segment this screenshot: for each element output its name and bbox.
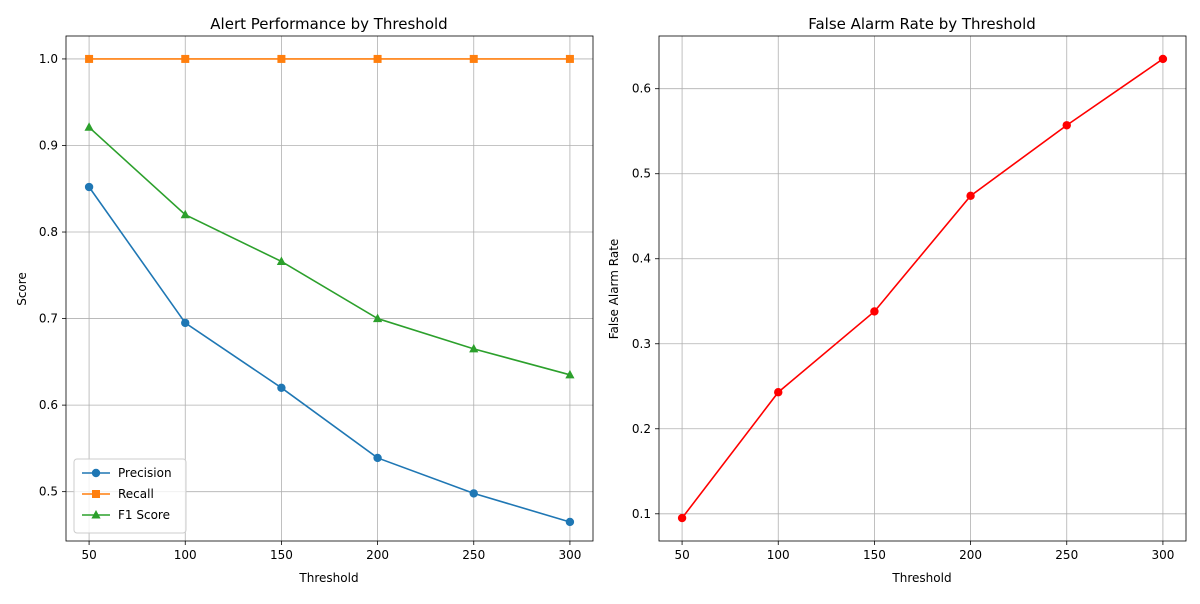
left-chart-recall-point xyxy=(181,54,190,63)
left-chart-legend-f1-score-label: F1 Score xyxy=(118,508,170,522)
left-chart: Alert Performance by Threshold 50 100 150 2… xyxy=(15,15,594,585)
left-chart-xtick-label: 50 xyxy=(81,548,96,562)
right-chart-title: False Alarm Rate by Threshold xyxy=(808,15,1036,33)
right-chart-series-point xyxy=(677,513,687,523)
left-chart-f1-score-point xyxy=(469,343,479,353)
left-chart-legend-f1-score-marker xyxy=(91,510,101,519)
left-chart-ytick-label: 1.0 xyxy=(39,52,58,66)
left-chart-legend-precision-marker xyxy=(91,468,101,478)
left-chart-legend-recall-label: Recall xyxy=(118,487,154,501)
left-chart-xtick-label: 100 xyxy=(174,548,197,562)
left-chart-ytick-label: 0.6 xyxy=(39,398,58,412)
right-chart-xlabel: Threshold xyxy=(891,571,951,585)
left-chart-xtick-label: 250 xyxy=(462,548,485,562)
left-chart-xtick-label: 300 xyxy=(558,548,581,562)
left-chart-precision-point xyxy=(565,517,575,527)
left-chart-f1-score-point xyxy=(180,209,190,219)
left-chart-legend-recall-marker xyxy=(92,490,100,498)
left-chart-frame xyxy=(65,35,594,542)
right-chart-ytick-label: 0.6 xyxy=(632,82,651,96)
left-chart-precision-point xyxy=(373,453,382,463)
right-chart-xtick-label: 50 xyxy=(674,548,689,562)
left-chart-legend: Precision Recall F1 Score xyxy=(73,458,187,534)
left-chart-f1-score-point xyxy=(84,122,94,131)
right-chart-ytick-label: 0.1 xyxy=(632,507,651,521)
right-chart-series-line xyxy=(681,58,1164,519)
right-chart-frame xyxy=(658,35,1187,542)
right-chart-ytick-label: 0.3 xyxy=(632,337,651,351)
left-chart-xlabel: Threshold xyxy=(298,571,358,585)
left-chart-recall-point xyxy=(565,54,574,63)
left-chart-recall-point xyxy=(277,54,286,63)
right-chart-ticks: 50 100 150 200 250 300 0.1 0.2 0.3 0.4 0.5 0.6 xyxy=(632,82,1174,562)
left-chart-precision-point xyxy=(469,489,478,498)
left-chart-series xyxy=(84,54,575,527)
left-chart-recall-point xyxy=(469,54,478,63)
left-chart-ytick-label: 0.9 xyxy=(39,138,58,152)
left-chart-f1-score-point xyxy=(372,313,383,323)
right-chart-grid xyxy=(659,36,1186,541)
left-chart-precision-point xyxy=(84,182,94,192)
left-chart-f1-score-point xyxy=(565,369,575,379)
right-chart-series-point xyxy=(1158,54,1168,64)
left-chart-f1-score-line xyxy=(88,126,571,376)
right-chart: False Alarm Rate by Threshold 50 100 150 20… xyxy=(607,15,1187,585)
left-chart-legend-precision-label: Precision xyxy=(118,466,172,480)
left-chart-recall-point xyxy=(373,54,382,63)
right-chart-ytick-label: 0.2 xyxy=(632,422,651,436)
right-chart-ylabel: False Alarm Rate xyxy=(607,239,621,340)
left-chart-xtick-label: 150 xyxy=(270,548,293,562)
left-chart-recall-point xyxy=(85,54,94,63)
left-chart-ticks: 50 100 150 200 250 300 0.5 0.6 0.7 0.8 0.9 1.0 xyxy=(39,52,581,562)
right-chart-series-point xyxy=(870,307,879,316)
left-chart-xtick-label: 200 xyxy=(366,548,389,562)
right-chart-series xyxy=(677,54,1168,523)
right-chart-xtick-label: 250 xyxy=(1055,548,1078,562)
left-chart-precision-point xyxy=(181,318,190,328)
left-chart-ytick-label: 0.5 xyxy=(39,485,58,499)
right-chart-xtick-label: 300 xyxy=(1151,548,1174,562)
left-chart-title: Alert Performance by Threshold xyxy=(210,15,447,33)
right-chart-series-point xyxy=(966,191,975,201)
right-chart-xtick-label: 100 xyxy=(767,548,790,562)
left-chart-precision-point xyxy=(277,383,286,393)
left-chart-ylabel: Score xyxy=(15,272,29,306)
left-chart-ytick-label: 0.8 xyxy=(39,225,58,239)
left-chart-precision-line xyxy=(88,186,571,523)
right-chart-xtick-label: 200 xyxy=(959,548,982,562)
right-chart-series-point xyxy=(774,388,783,397)
left-chart-ytick-label: 0.7 xyxy=(39,312,58,326)
right-chart-xtick-label: 150 xyxy=(863,548,886,562)
right-chart-series-point xyxy=(1062,121,1071,130)
right-chart-ytick-label: 0.5 xyxy=(632,167,651,181)
left-chart-f1-score-point xyxy=(276,256,287,265)
right-chart-ytick-label: 0.4 xyxy=(632,252,651,266)
